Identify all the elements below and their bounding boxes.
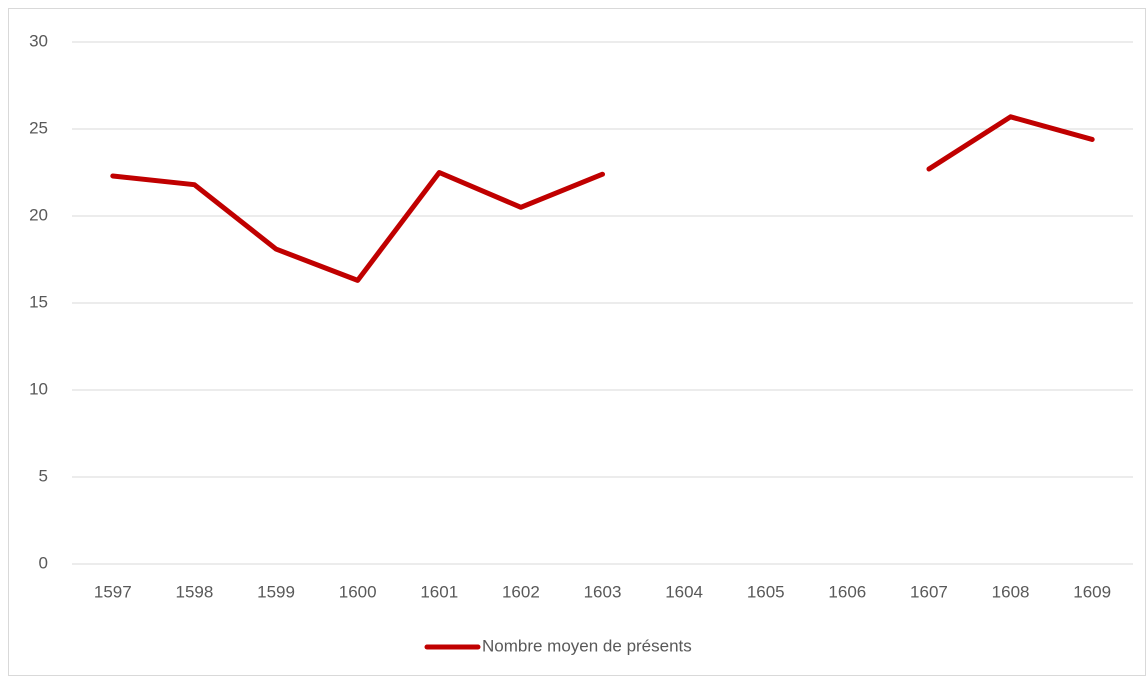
y-tick-label: 20	[29, 205, 48, 224]
x-tick-label: 1598	[176, 582, 214, 601]
x-tick-label: 1604	[665, 582, 703, 601]
x-tick-label: 1601	[420, 582, 458, 601]
x-tick-label: 1603	[584, 582, 622, 601]
y-tick-label: 0	[39, 553, 48, 572]
x-tick-label: 1606	[828, 582, 866, 601]
x-tick-label: 1602	[502, 582, 540, 601]
y-tick-label: 15	[29, 292, 48, 311]
y-tick-label: 10	[29, 379, 48, 398]
x-tick-label: 1599	[257, 582, 295, 601]
x-tick-label: 1607	[910, 582, 948, 601]
data-line	[926, 114, 1095, 172]
x-tick-label: 1600	[339, 582, 377, 601]
x-tick-label: 1608	[992, 582, 1030, 601]
y-tick-label: 5	[39, 466, 48, 485]
data-line	[110, 170, 605, 283]
y-tick-label: 25	[29, 118, 48, 137]
x-tick-label: 1609	[1073, 582, 1111, 601]
chart-border	[8, 8, 1146, 676]
legend-label: Nombre moyen de présents	[482, 636, 692, 655]
y-tick-label: 30	[29, 31, 48, 50]
x-tick-label: 1597	[94, 582, 132, 601]
x-tick-label: 1605	[747, 582, 785, 601]
